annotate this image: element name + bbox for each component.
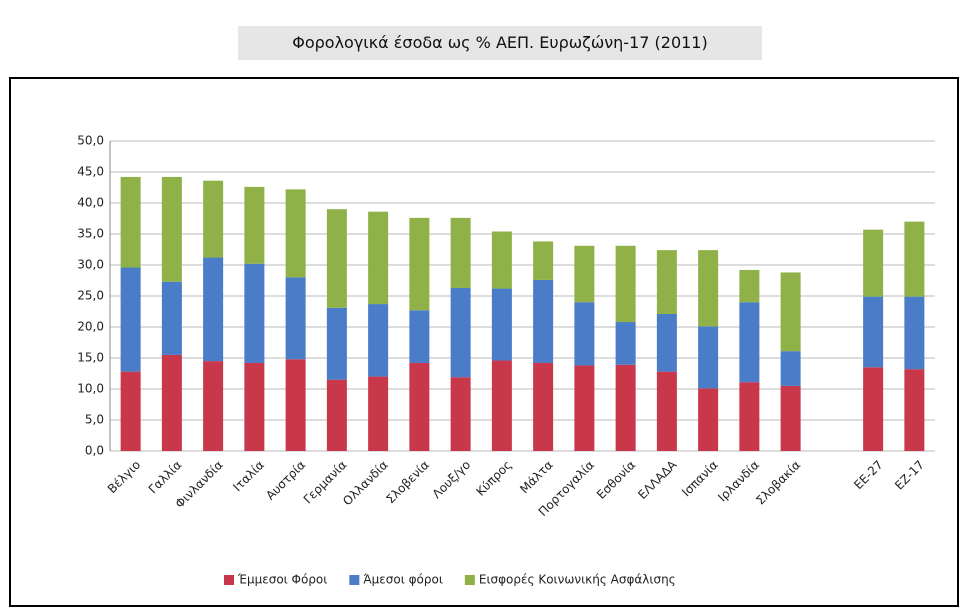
x-tick-label: ΕΖ-17 <box>892 458 927 493</box>
bar-segment <box>739 302 760 383</box>
bar-segment <box>533 362 554 451</box>
y-tick-label: 15,0 <box>77 351 104 365</box>
bar-segment <box>698 388 719 451</box>
y-tick-label: 25,0 <box>77 289 104 303</box>
x-tick-label: Ισπανία <box>679 458 721 500</box>
bar-segment <box>698 326 719 389</box>
bar-segment <box>326 379 347 451</box>
y-tick-label: 30,0 <box>77 258 104 272</box>
chart-border <box>9 77 959 607</box>
bar-segment <box>285 189 306 278</box>
y-tick-label: 20,0 <box>77 320 104 334</box>
legend-swatch <box>224 575 234 585</box>
bar-segment <box>409 217 430 311</box>
bar-segment <box>656 371 677 451</box>
y-tick-label: 40,0 <box>77 196 104 210</box>
chart-title: Φορολογικά έσοδα ως % ΑΕΠ. Ευρωζώνη-17 (… <box>238 26 762 60</box>
bar-segment <box>368 211 389 305</box>
bar-segment <box>326 209 347 308</box>
bar-segment <box>120 371 141 451</box>
bar-segment <box>533 279 554 363</box>
bar-segment <box>574 245 595 303</box>
bar-segment <box>161 281 182 355</box>
bar-segment <box>904 296 925 370</box>
bar-segment <box>863 367 884 451</box>
bar-segment <box>491 360 512 451</box>
x-tick-label: ΕΛΛΑΔΑ <box>635 457 680 502</box>
bar-segment <box>120 176 141 268</box>
bar-segment <box>203 361 224 451</box>
bar-segment <box>326 307 347 380</box>
bar-segment <box>904 369 925 451</box>
y-tick-label: 35,0 <box>77 227 104 241</box>
x-tick-label: Βέλγιο <box>105 458 143 496</box>
bar-segment <box>161 354 182 451</box>
bar-segment <box>409 310 430 363</box>
x-tick-label: Εσθονία <box>594 458 638 502</box>
bar-segment <box>863 296 884 368</box>
bar-segment <box>615 322 636 365</box>
bar-segment <box>161 176 182 282</box>
bar-segment <box>533 241 554 280</box>
x-tick-label: Κύπρος <box>473 458 514 499</box>
bar-segment <box>615 364 636 451</box>
legend-label: Έμμεσοι Φόροι <box>237 573 327 587</box>
bar-segment <box>450 217 471 288</box>
bar-segment <box>780 385 801 451</box>
bar-segment <box>656 313 677 372</box>
bar-segment <box>120 267 141 372</box>
bar-segment <box>574 365 595 451</box>
x-tick-label: Λουξ/γο <box>430 458 474 502</box>
bar-segment <box>656 250 677 314</box>
y-tick-label: 5,0 <box>85 413 104 427</box>
x-tick-label: Σλοβενία <box>383 458 432 507</box>
bar-segment <box>450 377 471 451</box>
bar-segment <box>244 362 265 451</box>
bar-segment <box>368 304 389 377</box>
legend-swatch <box>349 575 360 585</box>
y-tick-label: 10,0 <box>77 382 104 396</box>
bar-segment <box>244 186 265 264</box>
legend-swatch <box>464 575 475 585</box>
y-tick-label: 50,0 <box>77 134 104 148</box>
bar-segment <box>450 287 471 378</box>
bar-segment <box>491 231 512 289</box>
bar-segment <box>368 376 389 451</box>
legend-label: Άμεσοι φόροι <box>363 573 443 587</box>
bar-segment <box>780 351 801 386</box>
bar-segment <box>285 359 306 451</box>
bar-segment <box>203 257 224 362</box>
legend-label: Εισφορές Κοινωνικής Ασφάλισης <box>479 573 676 587</box>
bar-segment <box>203 180 224 258</box>
x-tick-label: ΕΕ-27 <box>851 458 885 492</box>
bar-segment <box>491 288 512 361</box>
x-tick-label: Σλοβακία <box>753 458 803 508</box>
y-tick-label: 45,0 <box>77 165 104 179</box>
y-tick-label: 0,0 <box>85 444 104 458</box>
bar-segment <box>904 221 925 297</box>
bar-segment <box>285 277 306 360</box>
x-tick-label: Ιταλία <box>230 458 267 495</box>
bar-segment <box>863 229 884 297</box>
bar-segment <box>244 263 265 363</box>
bar-segment <box>615 245 636 323</box>
bar-segment <box>780 272 801 352</box>
bar-segment <box>739 382 760 451</box>
x-tick-label: Γαλλία <box>146 458 185 497</box>
bar-segment <box>739 269 760 303</box>
bar-segment <box>574 302 595 366</box>
bar-segment <box>409 362 430 451</box>
x-tick-label: Μάλτα <box>517 458 556 497</box>
bar-segment <box>698 250 719 327</box>
x-tick-label: Ολλανδία <box>340 458 391 509</box>
